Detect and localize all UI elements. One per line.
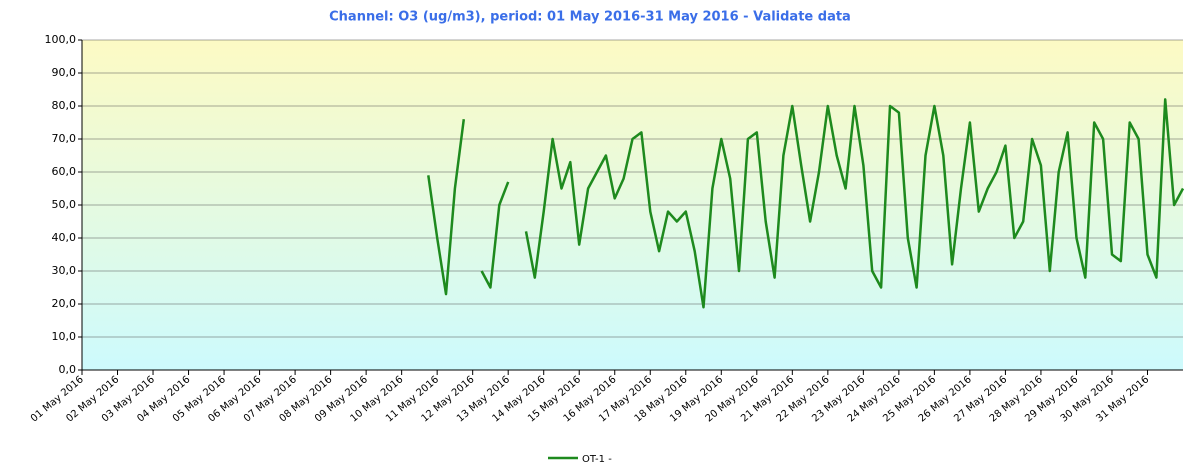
series-line (427, 98, 1185, 309)
y-tick-label: 100,0 (45, 33, 77, 46)
y-tick-label: 20,0 (52, 297, 77, 310)
y-tick-label: 50,0 (52, 198, 77, 211)
legend-label: OT-1 - (582, 454, 612, 465)
y-tick-label: 30,0 (52, 264, 77, 277)
chart-title: Channel: O3 (ug/m3), period: 01 May 2016… (329, 10, 851, 25)
y-tick-label: 10,0 (52, 330, 77, 343)
y-tick-label: 60,0 (52, 165, 77, 178)
y-tick-label: 90,0 (52, 66, 77, 79)
y-tick-label: 0,0 (59, 363, 77, 376)
y-tick-label: 70,0 (52, 132, 77, 145)
y-tick-label: 40,0 (52, 231, 77, 244)
y-tick-label: 80,0 (52, 99, 77, 112)
